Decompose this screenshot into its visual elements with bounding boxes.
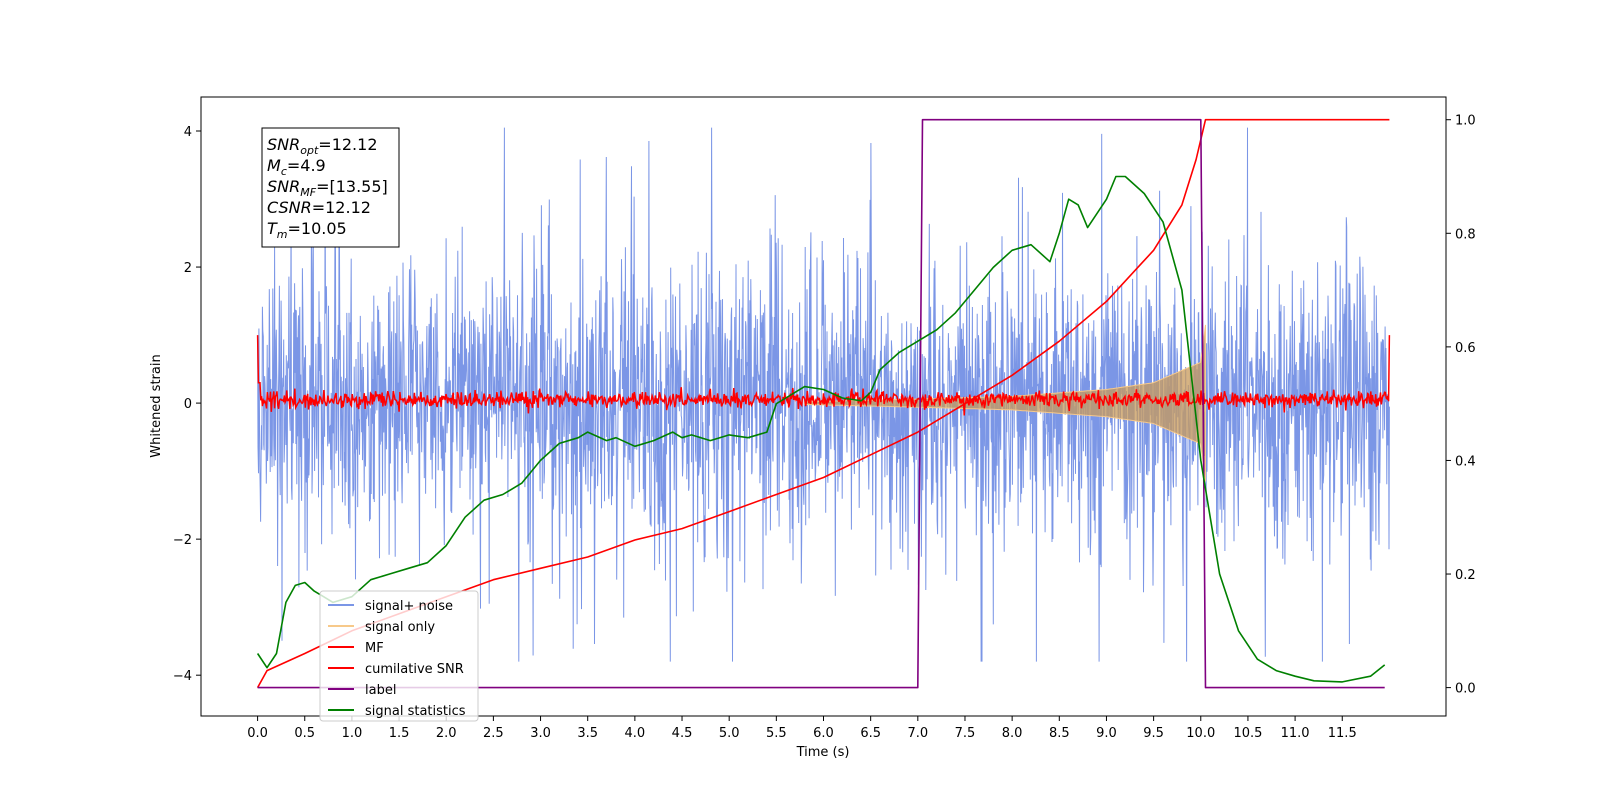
x-tick-label: 9.5 (1143, 726, 1164, 741)
x-tick-label: 6.5 (860, 726, 881, 741)
x-tick-label: 1.5 (389, 726, 410, 741)
series-signal-statistics (256, 175, 1386, 683)
annotation-line: CSNR=12.12 (267, 198, 371, 217)
annotation-line: Tm=10.05 (267, 219, 347, 241)
y-tick-label: −4 (173, 669, 192, 684)
legend-label: signal only (365, 620, 435, 635)
annotation-line: SNRopt=12.12 (267, 135, 378, 157)
legend-label: signal statistics (365, 704, 466, 719)
legend-label: MF (365, 641, 384, 656)
x-tick-label: 2.0 (436, 726, 457, 741)
y2-tick-label: 0.6 (1455, 341, 1476, 356)
legend-label: label (365, 683, 396, 698)
y-tick-label: 0 (184, 397, 192, 412)
x-tick-label: 7.5 (955, 726, 976, 741)
y-tick-label: 4 (184, 125, 192, 140)
x-axis-label: Time (s) (796, 745, 850, 760)
x-tick-label: 8.5 (1049, 726, 1070, 741)
x-tick-label: 0.5 (294, 726, 315, 741)
x-tick-label: 10.5 (1233, 726, 1262, 741)
x-tick-label: 5.0 (719, 726, 740, 741)
x-tick-label: 4.5 (672, 726, 693, 741)
x-tick-label: 3.0 (530, 726, 551, 741)
x-tick-label: 2.5 (483, 726, 504, 741)
x-tick-label: 4.0 (625, 726, 646, 741)
y2-tick-label: 0.8 (1455, 227, 1476, 242)
x-tick-label: 1.0 (342, 726, 363, 741)
x-tick-label: 11.0 (1281, 726, 1310, 741)
y2-tick-label: 0.0 (1455, 682, 1476, 697)
x-tick-label: 5.5 (766, 726, 787, 741)
x-tick-label: 0.0 (247, 726, 268, 741)
annotation-box: SNRopt=12.12Mc=4.9SNRMF=[13.55]CSNR=12.1… (261, 127, 400, 248)
y-tick-label: 2 (184, 261, 192, 276)
annotation-line: Mc=4.9 (267, 156, 326, 178)
legend-frame (319, 590, 479, 722)
y2-tick-label: 0.4 (1455, 454, 1476, 469)
series-mf (256, 335, 1391, 416)
legend-label: signal+ noise (365, 599, 453, 614)
y2-tick-label: 1.0 (1455, 114, 1476, 129)
x-tick-label: 6.0 (813, 726, 834, 741)
legend-label: cumilative SNR (365, 662, 464, 677)
x-tick-label: 9.0 (1096, 726, 1117, 741)
y-tick-label: −2 (173, 533, 192, 548)
legend: signal+ noise signal only MF cumilative SNR… (319, 590, 479, 722)
x-tick-label: 3.5 (577, 726, 598, 741)
y-axis-label: Whitened strain (149, 354, 164, 457)
x-tick-label: 11.5 (1328, 726, 1357, 741)
x-tick-label: 10.0 (1186, 726, 1215, 741)
axes-layer: 0.0 0.5 1.0 1.5 2.0 2.5 3.0 3.5 4.0 4.5 5.0 5.5 6.0 6… (173, 114, 1476, 741)
x-tick-label: 7.0 (907, 726, 928, 741)
annotation-line: SNRMF=[13.55] (267, 177, 388, 199)
x-tick-label: 8.0 (1002, 726, 1023, 741)
y2-tick-label: 0.2 (1455, 568, 1476, 583)
annotation-frame (261, 127, 400, 248)
series-label (257, 118, 1385, 689)
